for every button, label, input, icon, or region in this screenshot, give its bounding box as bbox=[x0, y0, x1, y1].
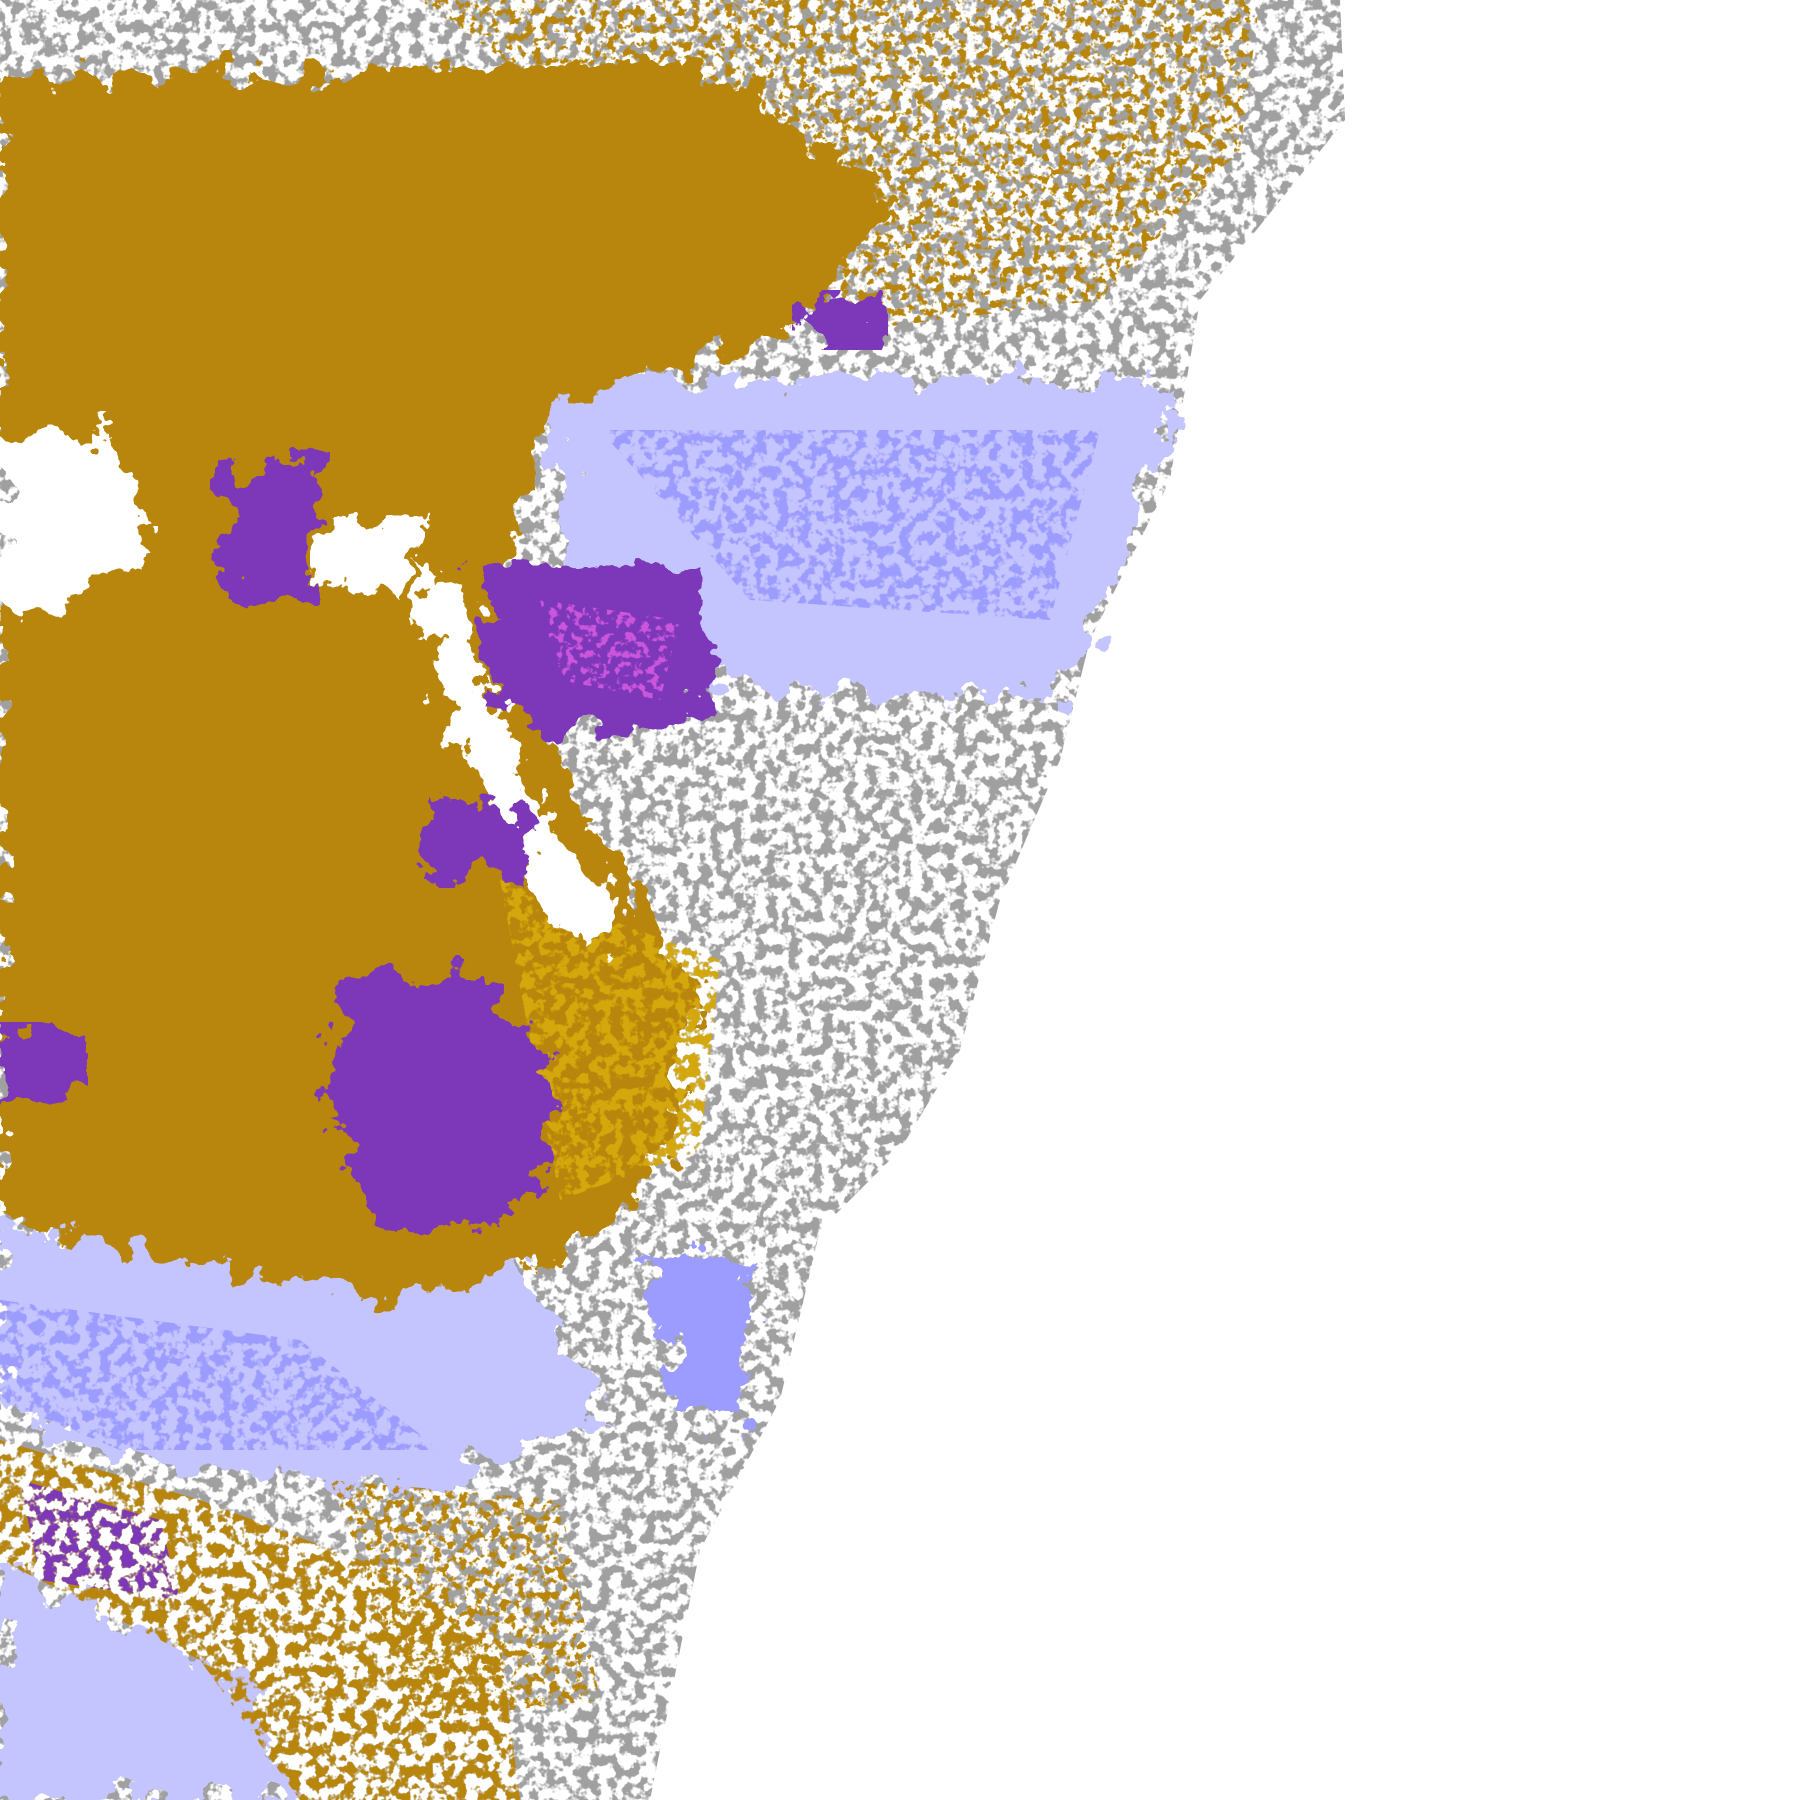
gap-west bbox=[0, 430, 150, 620]
region-purple-southwest bbox=[20, 1480, 180, 1600]
region-periwinkle-east bbox=[600, 430, 1100, 620]
river-gap bbox=[420, 560, 620, 960]
region-gold-north bbox=[420, 0, 1260, 330]
region-purple-west bbox=[220, 460, 320, 610]
gap-central bbox=[320, 520, 420, 600]
region-periwinkle-coast bbox=[640, 1240, 760, 1420]
region-gold-south2 bbox=[330, 1480, 600, 1720]
region-purple-mid bbox=[420, 800, 530, 880]
region-purple-north bbox=[800, 295, 880, 345]
region-lavender-southwest bbox=[0, 1560, 300, 1800]
region-gold-light bbox=[500, 880, 720, 1200]
region-purple-edge bbox=[0, 1030, 80, 1110]
region-purple-south bbox=[330, 970, 560, 1230]
region-magenta-specks bbox=[540, 600, 680, 700]
region-periwinkle-south bbox=[0, 1300, 440, 1450]
